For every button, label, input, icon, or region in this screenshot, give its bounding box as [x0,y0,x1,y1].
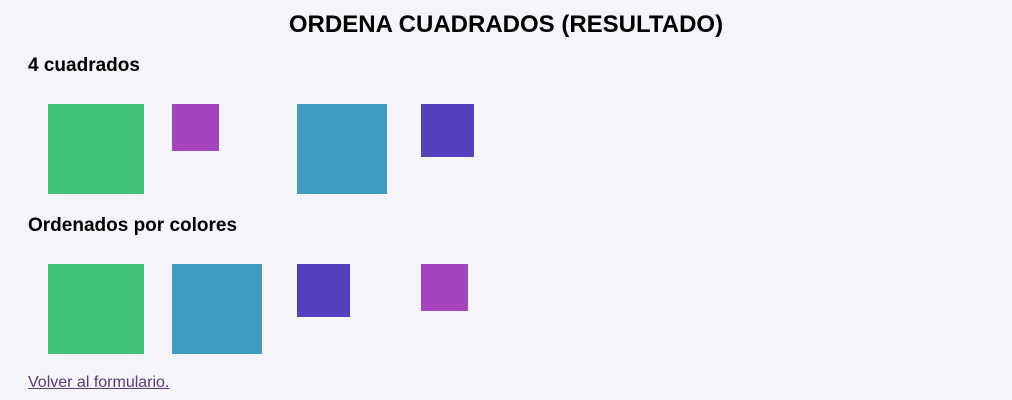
sorted-square-3 [297,264,350,317]
sorted-squares-heading: Ordenados por colores [28,215,238,236]
original-square-2 [172,104,219,151]
sorted-square-4 [421,264,468,311]
sorted-square-2 [172,264,262,354]
sorted-squares-row [48,264,548,354]
page-title: ORDENA CUADRADOS (RESULTADO) [288,11,724,38]
original-squares-heading: 4 cuadrados [28,55,140,76]
sorted-square-1 [48,264,144,354]
original-square-1 [48,104,144,194]
original-square-4 [421,104,474,157]
original-square-3 [297,104,387,194]
original-squares-row [48,104,548,194]
back-to-form-link[interactable]: Volver al formulario. [28,374,170,391]
